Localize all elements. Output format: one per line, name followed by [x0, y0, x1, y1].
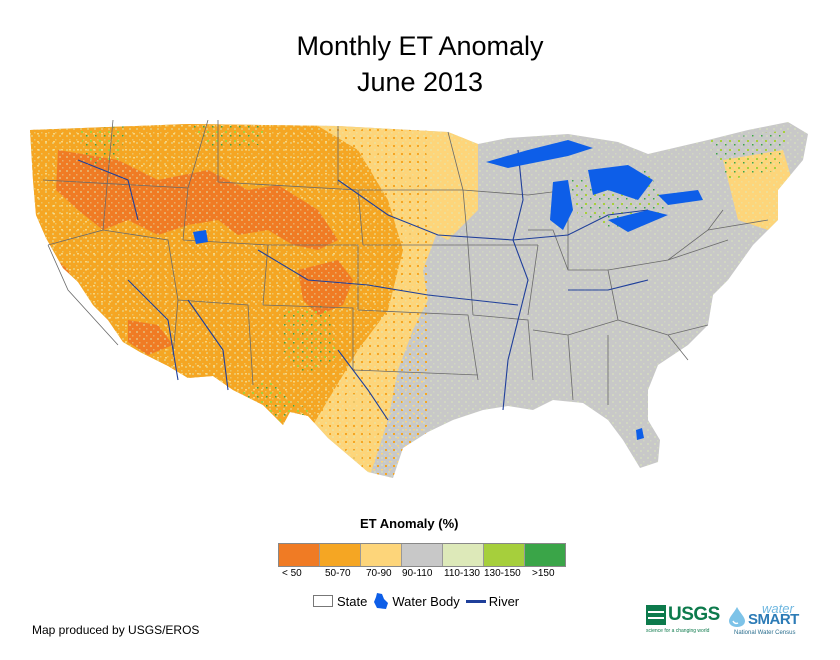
- legend-title: ET Anomaly (%): [360, 516, 459, 531]
- et-anomaly-map: [8, 120, 840, 482]
- legend-label-90-110: 90-110: [402, 568, 433, 579]
- legend-label-50-70: 50-70: [325, 568, 351, 579]
- reference-legend: State Water Body River: [313, 592, 525, 610]
- watersmart-prefix: water: [762, 601, 794, 616]
- map-title: Monthly ET Anomaly June 2013: [0, 28, 840, 100]
- legend-label-110-130: 110-130: [444, 568, 480, 579]
- legend-swatch-110-130: [442, 544, 483, 566]
- river-legend-item: River: [465, 593, 520, 609]
- water-body-icon: [374, 593, 389, 609]
- watersmart-logo: water SMART National Water Census: [728, 600, 816, 640]
- watersmart-text: SMART: [748, 611, 799, 628]
- legend-swatch-70-90: [360, 544, 401, 566]
- title-line-1: Monthly ET Anomaly: [296, 31, 544, 61]
- legend-label-gt150: >150: [532, 568, 555, 579]
- legend-labels: < 50 50-70 70-90 90-110 110-130 130-150 …: [278, 568, 566, 582]
- legend-swatch-50-70: [319, 544, 360, 566]
- usgs-tagline: science for a changing world: [646, 628, 710, 634]
- title-line-2: June 2013: [356, 67, 484, 97]
- legend-label-130-150: 130-150: [484, 568, 521, 579]
- river-line-icon: [465, 599, 486, 603]
- water-drop-icon: [729, 607, 745, 627]
- legend-color-bar: [278, 543, 566, 567]
- legend-swatch-90-110: [401, 544, 442, 566]
- state-legend-label: State: [337, 593, 368, 609]
- water-legend-label: Water Body: [392, 593, 460, 609]
- legend-label-70-90: 70-90: [366, 568, 392, 579]
- legend-swatch-gt150: [524, 544, 565, 566]
- usgs-logo-text: USGS: [668, 604, 720, 625]
- usgs-mark-icon: [646, 605, 666, 625]
- state-outline-icon: [313, 595, 333, 607]
- legend-swatch-lt50: [279, 544, 319, 566]
- usgs-logo: USGS: [646, 604, 720, 626]
- agency-logos: USGS science for a changing world water …: [646, 600, 816, 640]
- legend-label-lt50: < 50: [282, 568, 302, 579]
- map-credit: Map produced by USGS/EROS: [32, 623, 200, 637]
- water-legend-item: Water Body: [373, 592, 460, 610]
- watersmart-tagline: National Water Census: [734, 630, 796, 636]
- state-legend-item: State: [313, 594, 367, 609]
- legend-swatch-130-150: [483, 544, 524, 566]
- river-legend-label: River: [488, 593, 520, 609]
